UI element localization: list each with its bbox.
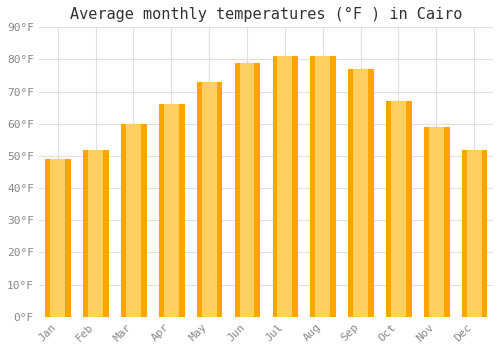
Bar bbox=[272, 56, 297, 317]
Bar bbox=[50, 159, 65, 317]
Bar bbox=[202, 82, 216, 317]
Bar bbox=[197, 82, 222, 317]
Bar bbox=[466, 149, 481, 317]
Bar bbox=[46, 159, 70, 317]
Bar bbox=[164, 105, 178, 317]
Bar bbox=[316, 56, 330, 317]
Bar bbox=[391, 101, 406, 317]
Bar bbox=[462, 149, 486, 317]
Bar bbox=[234, 63, 260, 317]
Bar bbox=[240, 63, 254, 317]
Bar bbox=[424, 127, 448, 317]
Bar bbox=[429, 127, 444, 317]
Bar bbox=[353, 69, 368, 317]
Bar bbox=[88, 149, 103, 317]
Title: Average monthly temperatures (°F ) in Cairo: Average monthly temperatures (°F ) in Ca… bbox=[70, 7, 462, 22]
Bar bbox=[278, 56, 292, 317]
Bar bbox=[386, 101, 410, 317]
Bar bbox=[126, 124, 141, 317]
Bar bbox=[348, 69, 373, 317]
Bar bbox=[310, 56, 335, 317]
Bar bbox=[159, 105, 184, 317]
Bar bbox=[84, 149, 108, 317]
Bar bbox=[121, 124, 146, 317]
